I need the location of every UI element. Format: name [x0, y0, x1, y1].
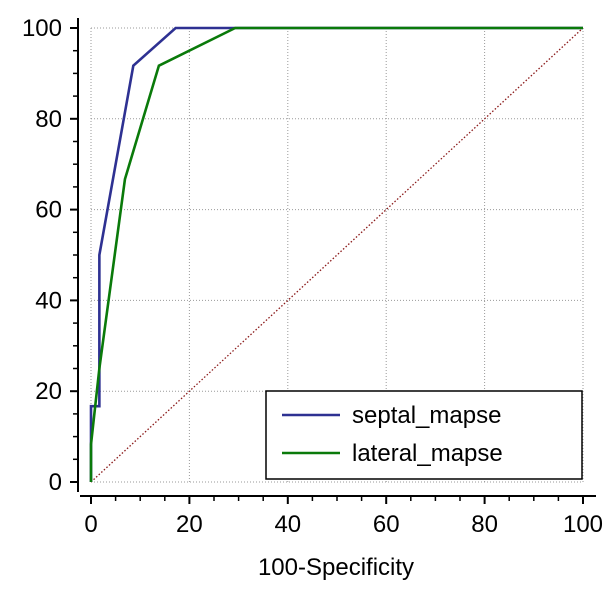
- x-tick-label: 0: [84, 511, 97, 538]
- ticks-layer: 0 20 40 60 80 100 0 20 40 60 80 100: [22, 15, 603, 538]
- y-tick-label: 60: [35, 197, 62, 224]
- y-tick-label: 20: [35, 378, 62, 405]
- x-axis-title: 100-Specificity: [258, 554, 414, 581]
- legend-box: [265, 390, 583, 480]
- x-tick-label: 100: [563, 511, 603, 538]
- legend-label-lateral-mapse: lateral_mapse: [352, 440, 503, 467]
- x-tick-label: 40: [274, 511, 301, 538]
- reference-layer: [90, 27, 584, 483]
- y-tick-label: 100: [22, 15, 62, 42]
- series-line-lateral-mapse: [89, 26, 583, 482]
- x-tick-label: 80: [471, 511, 498, 538]
- x-tick-label: 60: [373, 511, 400, 538]
- legend: septal_mapse lateral_mapse: [265, 390, 583, 480]
- x-tick-label: 20: [176, 511, 203, 538]
- y-tick-label: 40: [35, 287, 62, 314]
- reference-line: [90, 27, 584, 483]
- y-tick-label: 0: [49, 469, 62, 496]
- legend-label-septal-mapse: septal_mapse: [352, 402, 501, 429]
- y-tick-label: 80: [35, 106, 62, 133]
- series-layer: [89, 26, 583, 482]
